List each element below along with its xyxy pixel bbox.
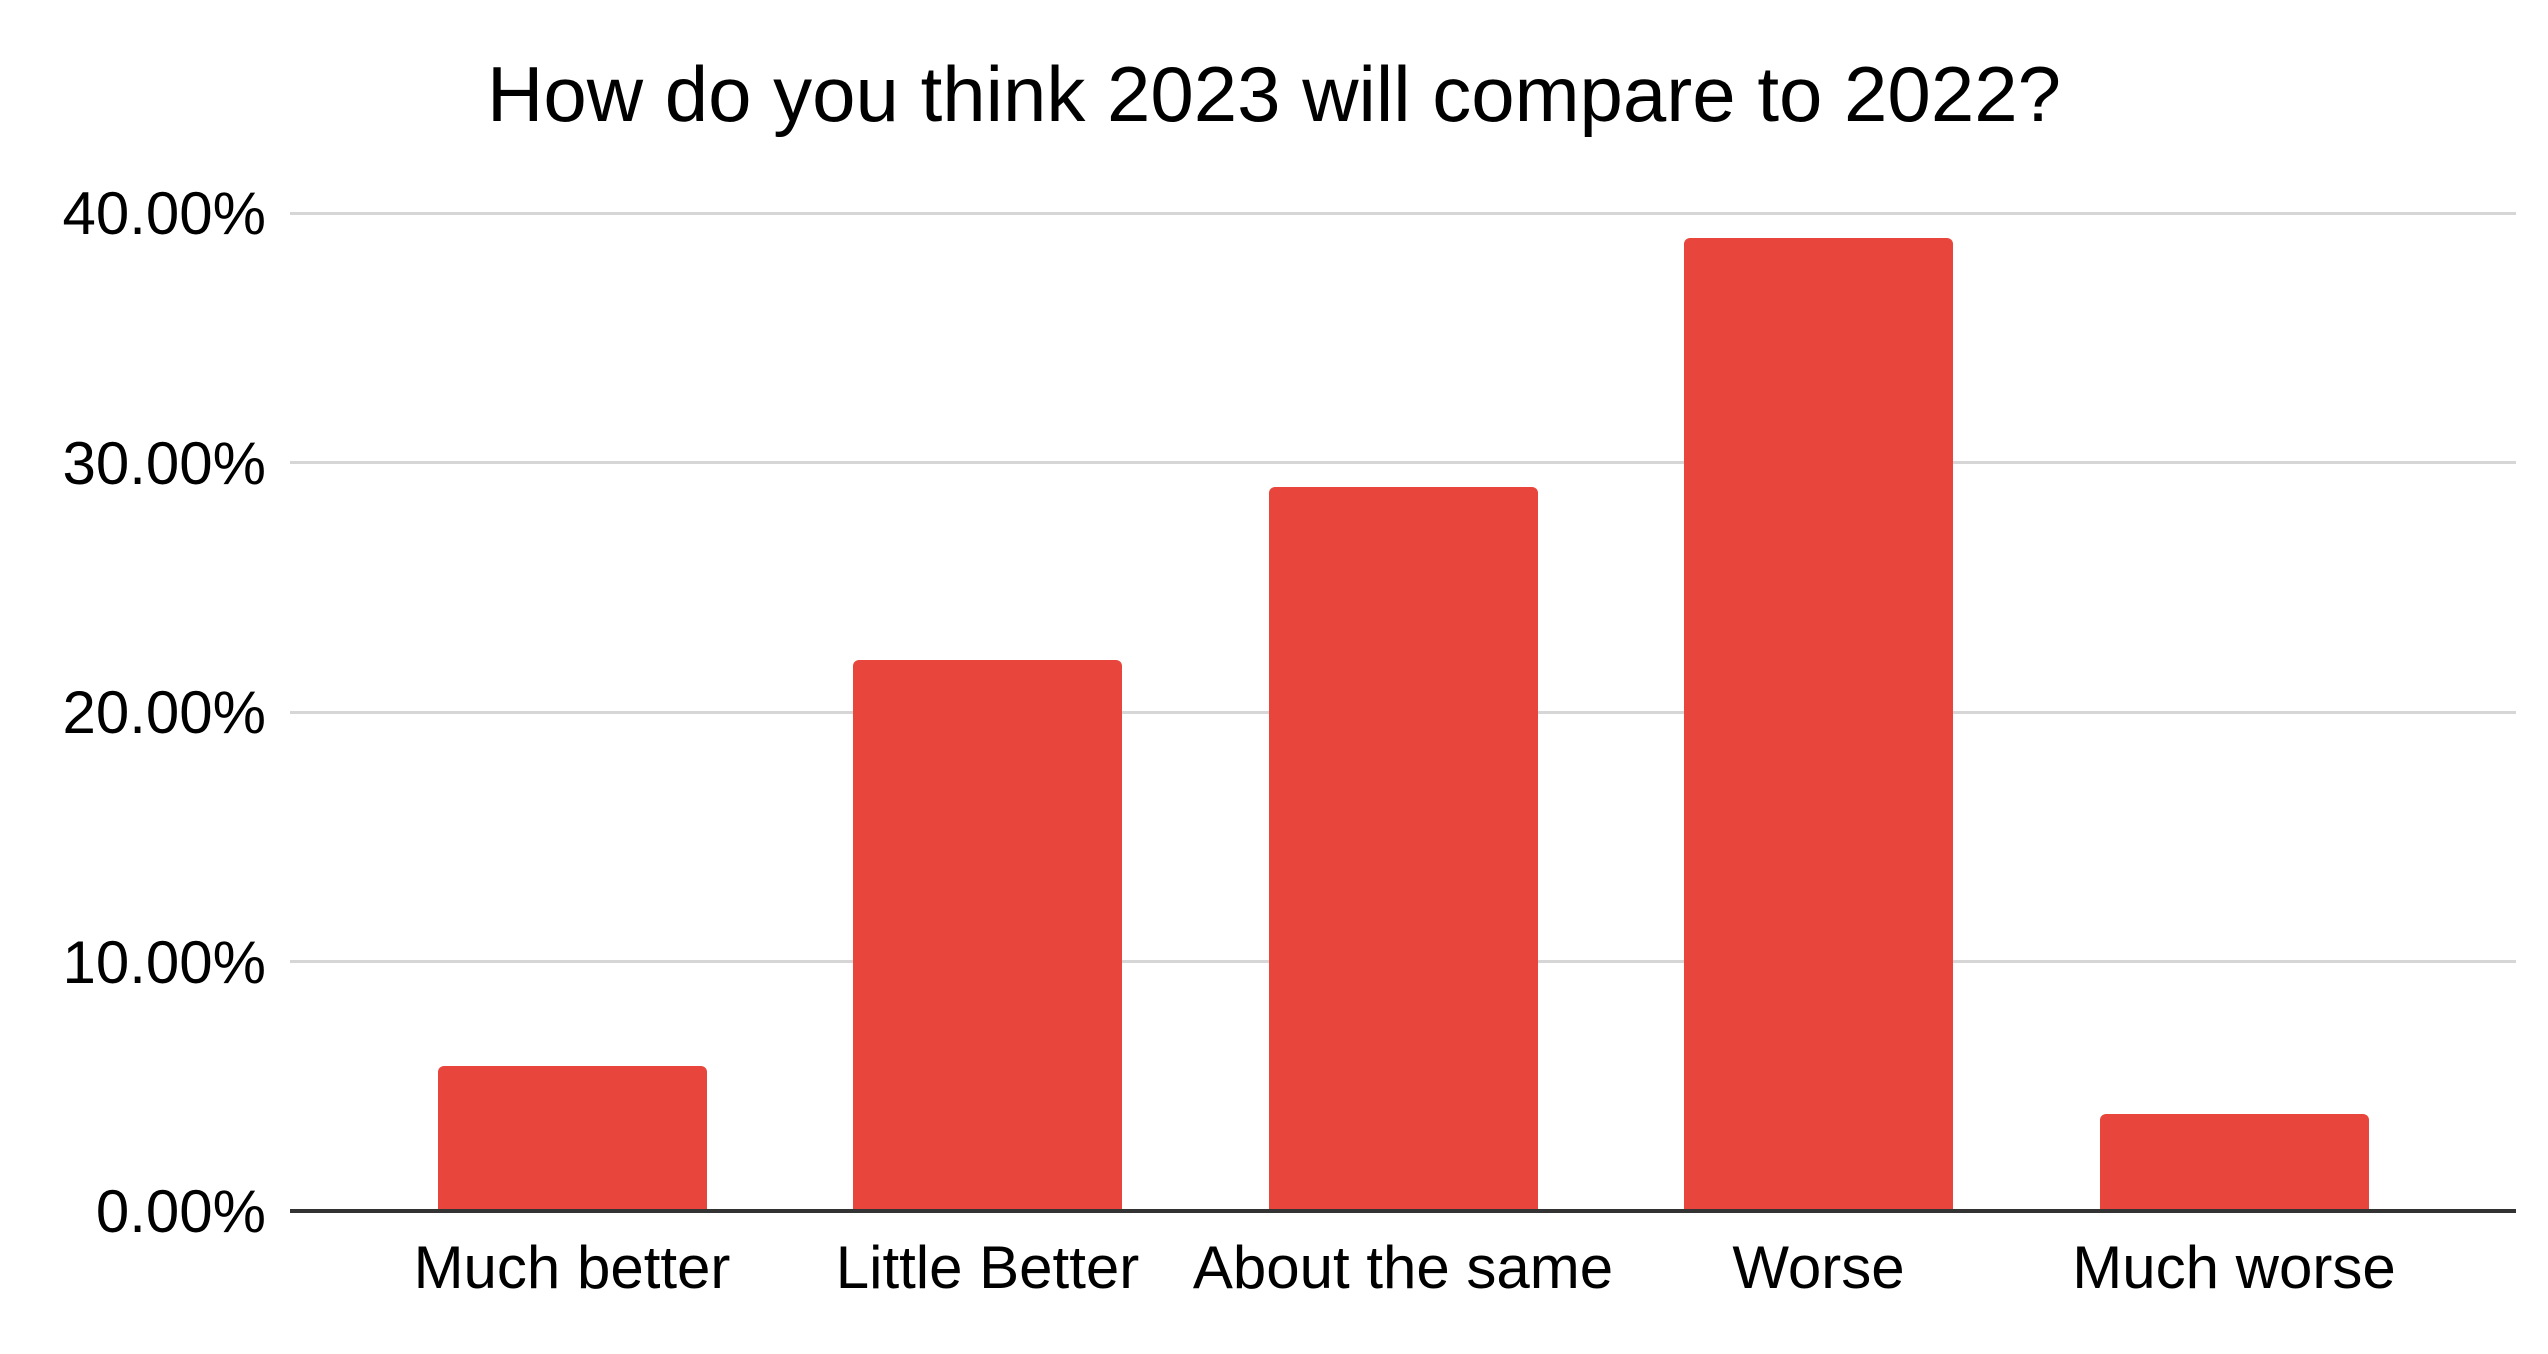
- bar-about-the-same: [1268, 487, 1538, 1211]
- x-axis-category-label-much-better: Much better: [413, 1234, 731, 1301]
- gridline-30pct: [290, 461, 2516, 464]
- bar-much-better: [437, 1066, 707, 1211]
- x-axis-category-label-about-the-same: About the same: [1192, 1234, 1614, 1301]
- bar-worse: [1684, 237, 1953, 1211]
- bar-much-worse: [2099, 1113, 2369, 1211]
- y-axis-tick-label-30pct: 30.00%: [62, 429, 267, 497]
- y-axis-tick-label-0pct: 0.00%: [95, 1178, 266, 1245]
- x-axis-category-label-little-better: Little Better: [835, 1234, 1140, 1301]
- bar-little-better: [853, 659, 1122, 1211]
- x-axis-line: [290, 1209, 2516, 1213]
- y-axis-tick-label-40pct: 40.00%: [62, 180, 267, 247]
- x-axis-category-label-worse: Worse: [1732, 1234, 1905, 1301]
- x-axis-category-label-much-worse: Much worse: [2072, 1234, 2396, 1301]
- gridline-40pct: [290, 211, 2516, 215]
- chart-title: How do you think 2023 will compare to 20…: [487, 50, 2061, 138]
- y-axis-tick-label-20pct: 20.00%: [62, 679, 267, 746]
- y-axis-tick-label-10pct: 10.00%: [62, 928, 267, 996]
